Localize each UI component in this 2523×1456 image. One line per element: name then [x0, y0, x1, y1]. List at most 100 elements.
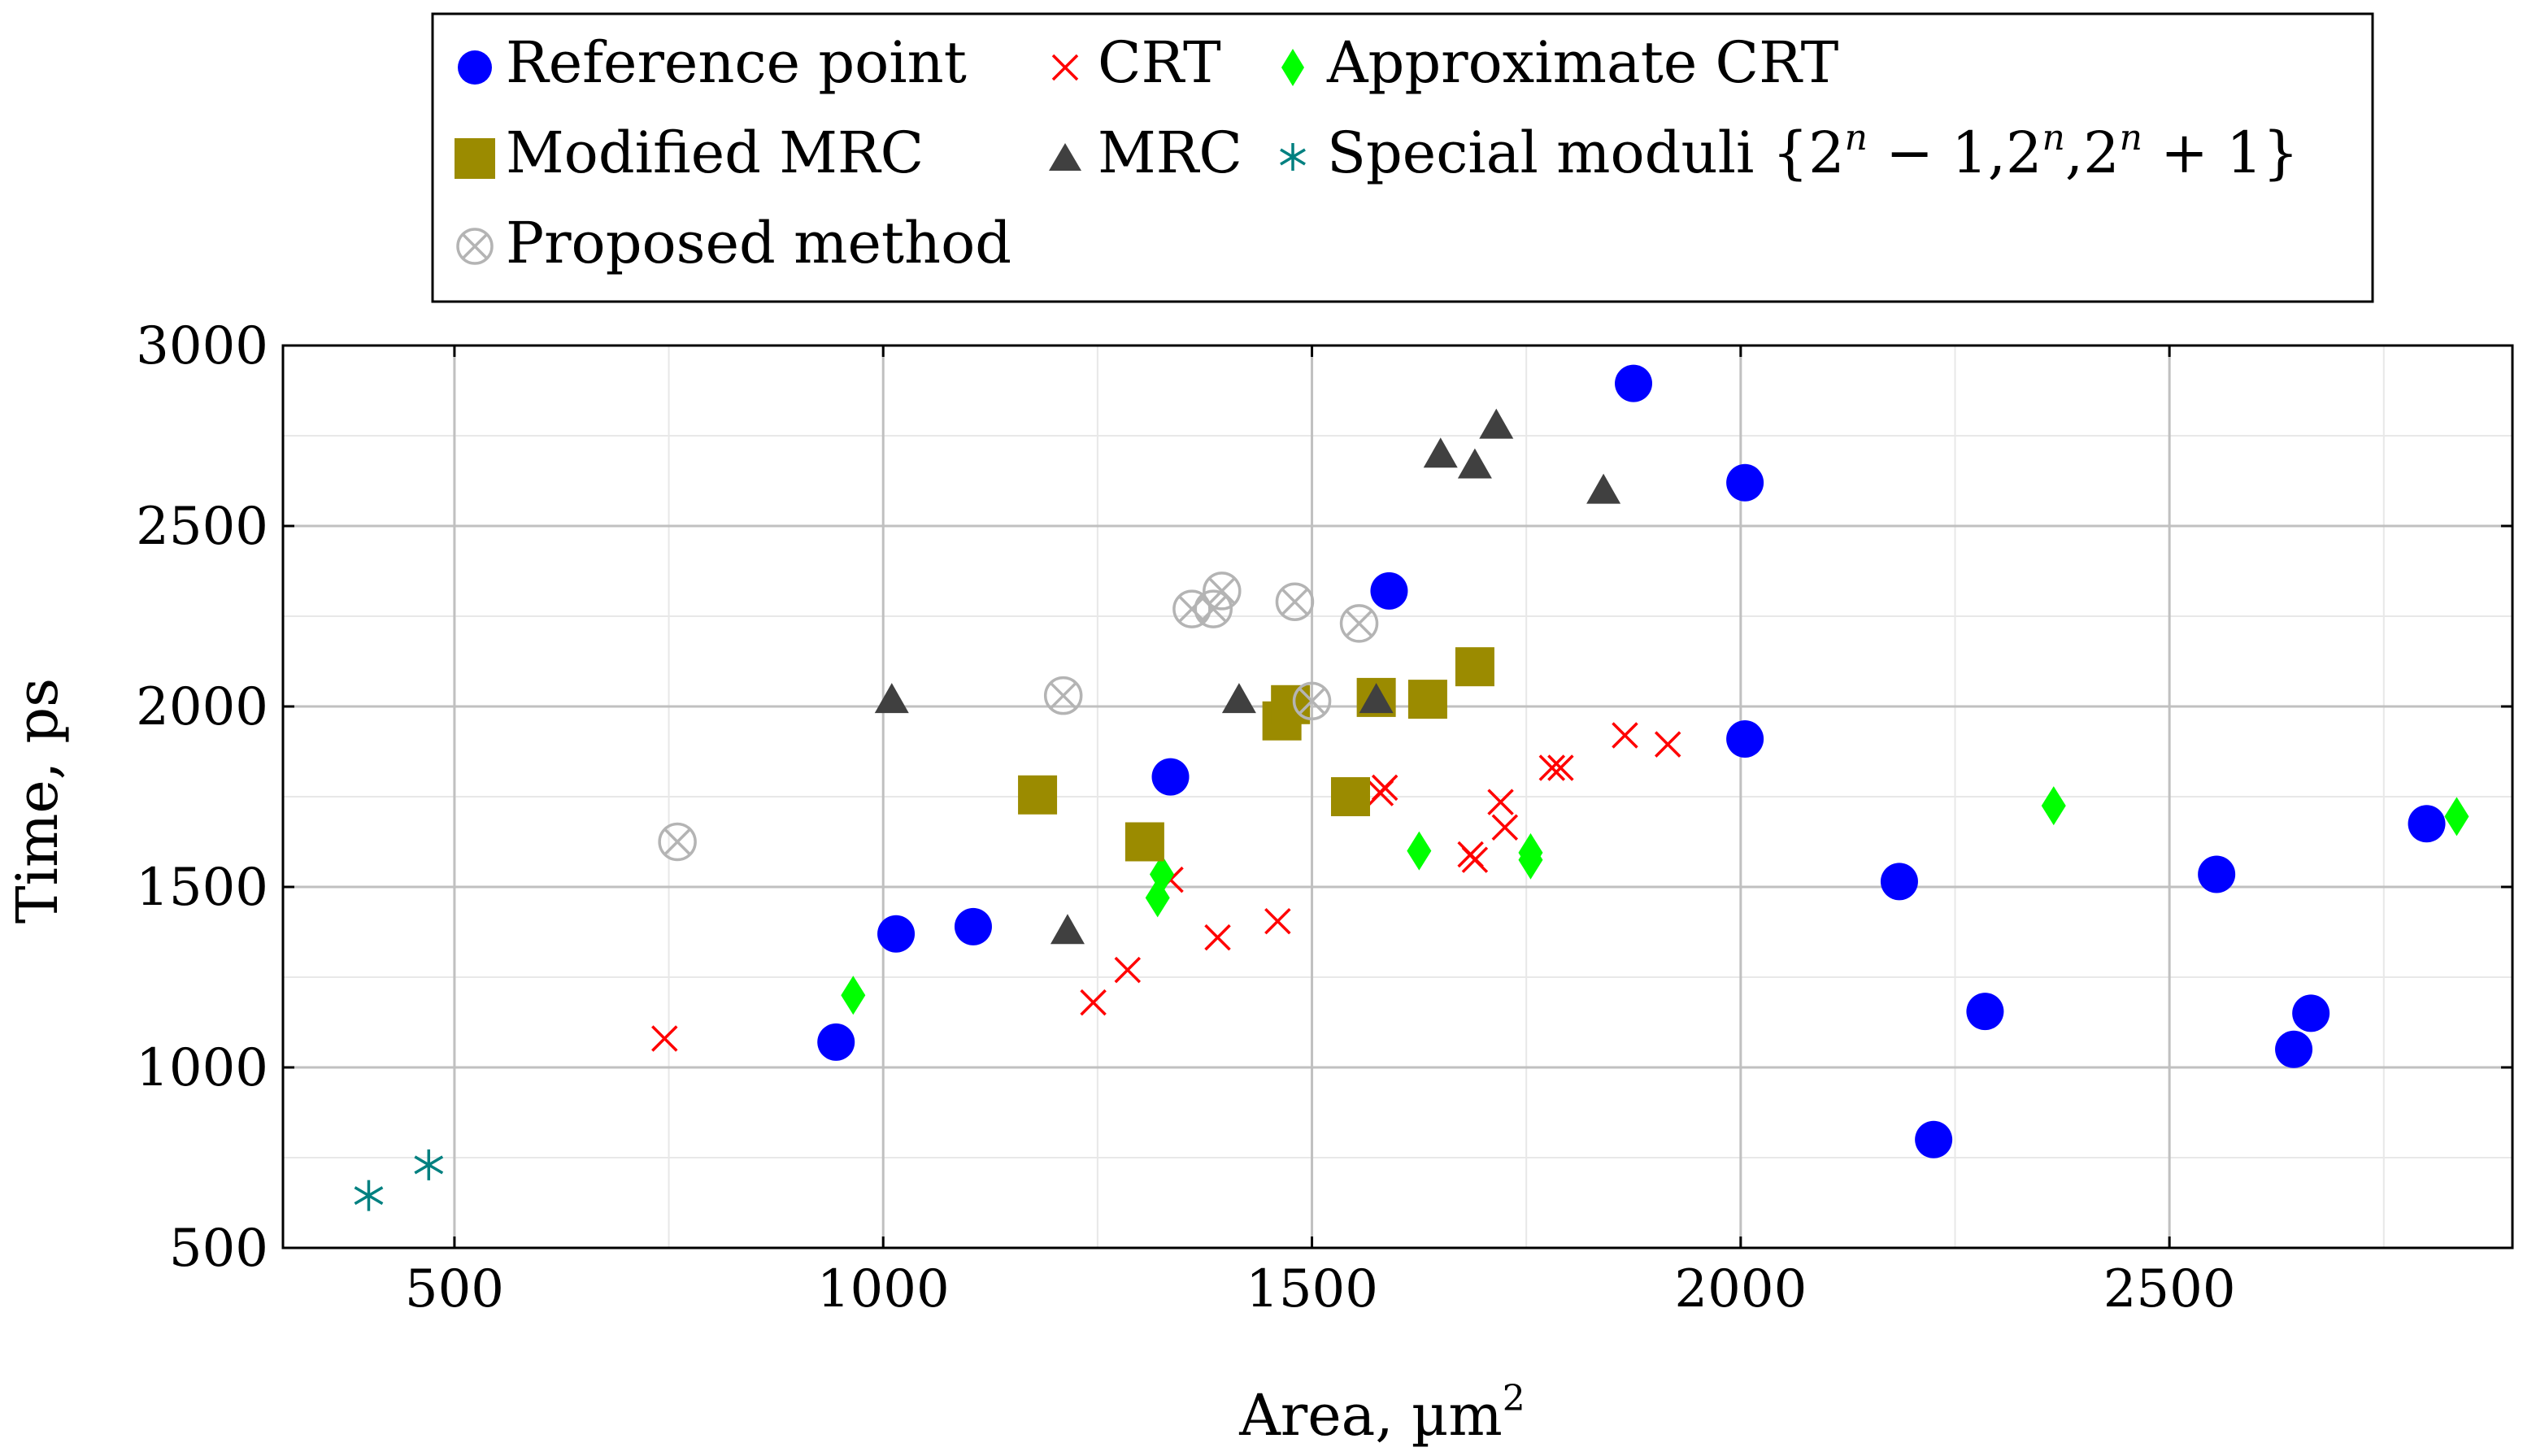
reference-point-point — [1966, 993, 2004, 1031]
x-axis-label-sup: 2 — [1503, 1378, 1525, 1419]
reference-point-point — [877, 915, 916, 953]
reference-point-point — [1615, 364, 1653, 402]
special-moduli-comma: , — [2065, 120, 2083, 186]
y-tick-label: 2500 — [136, 497, 268, 557]
reference-point-point — [1726, 719, 1764, 758]
modified-mrc-point — [1124, 822, 1164, 862]
crt-point — [1491, 814, 1519, 841]
proposed-method-point — [658, 822, 697, 862]
approximate-crt-point — [2041, 786, 2066, 826]
legend-label-reference-point: Reference point — [506, 29, 967, 96]
proposed-method-point — [1043, 676, 1083, 715]
y-tick-label: 2000 — [136, 677, 268, 737]
crt-point — [1487, 789, 1514, 815]
approximate-crt-point — [1149, 854, 1174, 894]
x-tick-label: 2000 — [1674, 1259, 1807, 1319]
reference-point-point — [2198, 855, 2236, 893]
special-moduli-exp1: n — [1845, 117, 1868, 159]
special-moduli-2-n-1-2-n-2-n-1-point — [414, 1149, 444, 1180]
legend-marker-reference-point — [458, 50, 492, 85]
grid — [283, 346, 2512, 1248]
y-axis-label: Time, ps — [4, 678, 71, 924]
approximate-crt-point — [841, 976, 866, 1015]
legend-marker-approximate-crt — [1281, 49, 1304, 86]
legend-marker-mrc — [1049, 143, 1081, 171]
mrc-point — [1221, 683, 1256, 714]
crt-point — [1371, 774, 1399, 802]
y-tick-label: 500 — [169, 1219, 268, 1279]
crt-point — [1080, 989, 1107, 1016]
proposed-method-point — [1275, 582, 1315, 621]
crt-point — [1612, 722, 1638, 749]
data-marks — [354, 364, 2469, 1211]
legend-frame — [431, 12, 2374, 303]
y-tick-label: 3000 — [136, 316, 268, 376]
approximate-crt-point — [2444, 797, 2469, 837]
reference-point-point — [1726, 463, 1764, 502]
approximate-crt-point — [1518, 840, 1543, 880]
x-axis-label: Area, µm2 — [1238, 1378, 1525, 1449]
legend-label-modified-mrc: Modified MRC — [506, 120, 924, 186]
modified-mrc-point — [1455, 647, 1494, 687]
legend: Reference point CRT Approximate CRT Modi… — [431, 12, 2374, 303]
reference-point-point — [2292, 994, 2330, 1032]
y-tick-label: 1500 — [136, 858, 268, 918]
x-tick-label: 1000 — [817, 1259, 950, 1319]
mrc-point — [874, 683, 909, 714]
proposed-method-point — [1203, 572, 1242, 611]
reference-point-point — [1151, 758, 1190, 796]
legend-label-approximate-crt: Approximate CRT — [1326, 29, 1838, 96]
x-tick-label: 1500 — [1246, 1259, 1378, 1319]
legend-marker-crt — [1051, 54, 1079, 81]
x-tick-label: 500 — [405, 1259, 504, 1319]
mrc-point — [1423, 437, 1458, 468]
legend-label-special-moduli: Special moduli {2n − 1,2n,2n + 1} — [1327, 117, 2299, 186]
reference-point-point — [1915, 1120, 1953, 1158]
reference-point-point — [2275, 1030, 2313, 1068]
reference-point-point — [2408, 805, 2446, 843]
reference-point-point — [1370, 572, 1408, 610]
axis-ticks: 500 1000 1500 2000 2500 500 1000 1500 2000 2500 30… — [136, 316, 2512, 1319]
crt-point — [1654, 731, 1681, 758]
x-axis-label-text: Area, µm — [1238, 1382, 1503, 1449]
legend-label-mrc: MRC — [1098, 120, 1242, 186]
crt-point — [1461, 846, 1489, 873]
crt-point — [1204, 924, 1231, 951]
reference-point-point — [1880, 863, 1918, 901]
special-moduli-base2: 2 — [2006, 120, 2042, 186]
special-moduli-exp2: n — [2042, 117, 2065, 159]
y-tick-label: 1000 — [136, 1038, 268, 1098]
legend-marker-special-moduli — [1280, 143, 1306, 171]
mrc-point — [1457, 448, 1492, 479]
mrc-point — [1359, 683, 1394, 714]
plot-frame — [281, 344, 2514, 1250]
crt-point — [1538, 754, 1566, 781]
crt-point — [1547, 754, 1574, 781]
modified-mrc-point — [1407, 680, 1447, 719]
approximate-crt-point — [1407, 831, 1432, 871]
modified-mrc-point — [1018, 775, 1058, 815]
special-moduli-2-n-1-2-n-2-n-1-point — [354, 1180, 384, 1211]
legend-marker-modified-mrc — [455, 138, 495, 179]
mrc-point — [1479, 408, 1514, 439]
special-moduli-base3: 2 — [2083, 120, 2120, 186]
reference-point-point — [817, 1023, 855, 1061]
proposed-method-point — [1292, 681, 1332, 721]
special-moduli-prefix: Special moduli {2 — [1327, 120, 1845, 186]
legend-label-proposed-method: Proposed method — [506, 210, 1011, 276]
legend-marker-proposed-method — [456, 228, 494, 265]
x-tick-label: 2500 — [2103, 1259, 2236, 1319]
proposed-method-point — [1194, 589, 1233, 628]
modified-mrc-point — [1330, 777, 1370, 816]
mrc-point — [1050, 914, 1085, 945]
special-moduli-minus: − 1, — [1868, 120, 2006, 186]
proposed-method-point — [1339, 604, 1379, 643]
mrc-point — [1586, 473, 1621, 504]
special-moduli-exp3: n — [2120, 117, 2142, 159]
crt-point — [1114, 956, 1142, 984]
crt-point — [651, 1025, 678, 1052]
proposed-method-point — [1172, 589, 1211, 628]
reference-point-point — [954, 907, 992, 945]
special-moduli-plus: + 1} — [2142, 120, 2299, 186]
